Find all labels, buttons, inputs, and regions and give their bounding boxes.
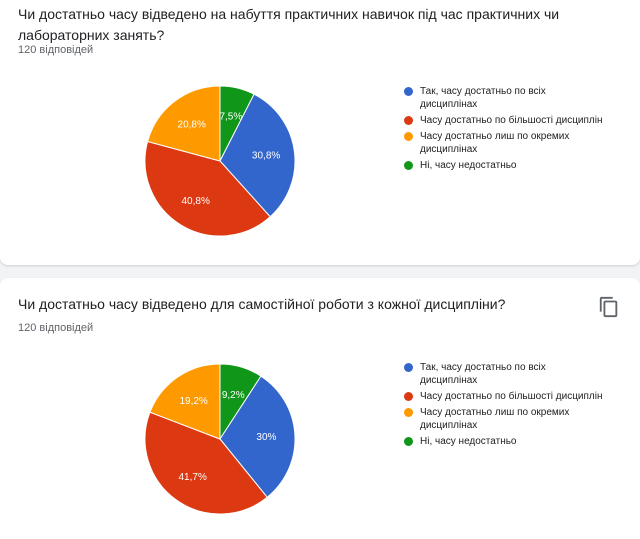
legend-label: Часу достатньо по більшості дисциплін [420,115,603,126]
legend-label: Ні, часу недостатньо [420,160,517,171]
question-card-2: Чи достатньо часу відведено для самостій… [0,278,640,539]
question-card-1: Чи достатньо часу відведено на набуття п… [0,0,640,265]
pie-slice[interactable] [149,363,221,440]
pie-chart-2: 9,2% 30% 41,7% 19,2% [144,363,296,515]
legend-item[interactable]: Ні, часу недостатньо [404,435,604,448]
legend-item[interactable]: Часу достатньо по більшості дисциплін [404,114,604,127]
response-count: 120 відповідей [18,44,94,56]
legend-label: Так, часу достатньо по всіх дисциплінах [420,86,546,110]
legend-label: Ні, часу недостатньо [420,436,517,447]
question-title: Чи достатньо часу відведено на набуття п… [18,6,560,43]
pie-slice[interactable] [144,411,268,515]
legend-swatch [404,87,413,96]
slice-label: 41,7% [179,472,207,483]
slice-label: 20,8% [178,120,206,131]
pie-slice[interactable] [219,375,296,498]
slice-label: 9,2% [222,390,245,401]
legend-item[interactable]: Ні, часу недостатньо [404,159,604,172]
pie-slice[interactable] [144,140,271,237]
legend-item[interactable]: Часу достатньо по більшості дисциплін [404,390,604,403]
legend-swatch [404,116,413,125]
legend-swatch [404,392,413,401]
pie-slice[interactable] [219,93,296,218]
slice-label: 7,5% [219,111,242,122]
legend-label: Часу достатньо по більшості дисциплін [420,391,603,402]
legend-item[interactable]: Часу достатньо лиш по окремих дисципліна… [404,130,604,156]
legend-label: Так, часу достатньо по всіх дисциплінах [420,362,546,386]
pie-slice[interactable] [146,85,221,162]
response-count: 120 відповідей [18,322,94,334]
slice-label: 30% [256,432,276,443]
legend-swatch [404,161,413,170]
legend-item[interactable]: Часу достатньо лиш по окремих дисципліна… [404,406,604,432]
legend-swatch [404,132,413,141]
slice-label: 19,2% [179,396,207,407]
legend-label: Часу достатньо лиш по окремих дисципліна… [420,407,570,431]
legend-item[interactable]: Так, часу достатньо по всіх дисциплінах [404,361,604,387]
question-title: Чи достатньо часу відведено для самостій… [18,296,506,312]
pie-chart-1: 7,5% 30,8% 40,8% 20,8% [144,85,296,237]
legend-swatch [404,437,413,446]
copy-icon[interactable] [598,296,620,318]
slice-label: 30,8% [252,150,280,161]
legend-item[interactable]: Так, часу достатньо по всіх дисциплінах [404,85,604,111]
chart-legend-1: Так, часу достатньо по всіх дисциплінах … [404,85,604,175]
legend-label: Часу достатньо лиш по окремих дисципліна… [420,131,570,155]
chart-legend-2: Так, часу достатньо по всіх дисциплінах … [404,361,604,451]
legend-swatch [404,408,413,417]
legend-swatch [404,363,413,372]
slice-label: 40,8% [182,196,210,207]
